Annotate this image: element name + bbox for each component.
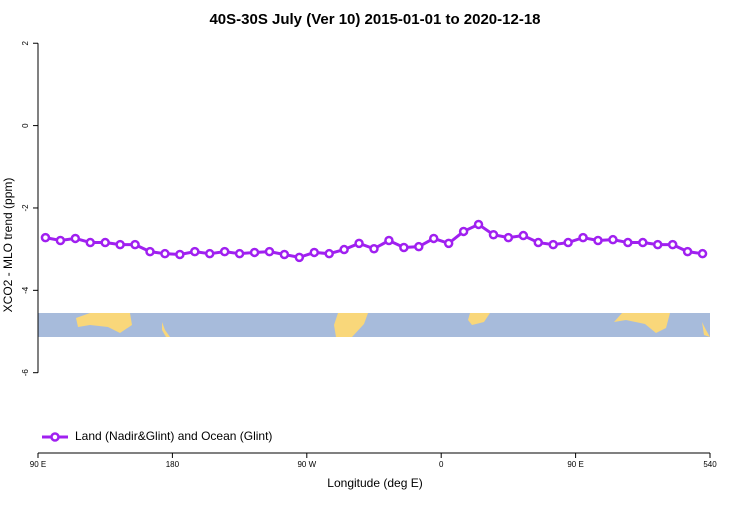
point [518,230,529,241]
legend-label: Land (Nadir&Glint) and Ocean (Glint) [75,429,272,443]
point [473,219,484,230]
point [190,246,200,257]
point [548,239,558,250]
point [324,248,334,259]
x-tick-label: 90 E [30,460,46,469]
x-tick-label: 90 W [297,460,316,469]
point [563,237,573,248]
point [354,238,364,249]
point [384,235,394,246]
y-tick-label: -4 [21,286,30,294]
map-strip [38,313,710,337]
point [443,238,454,249]
point [682,246,693,257]
y-tick-label: -6 [21,369,30,377]
point [160,248,170,259]
y-tick-label: 0 [21,123,30,128]
point [175,249,185,260]
point [638,237,648,248]
point [414,241,424,252]
y-tick-label: -2 [21,204,30,212]
point [100,237,110,248]
point [623,237,633,248]
point [428,233,439,244]
point [652,239,663,250]
point [279,249,290,260]
legend-marker [50,432,60,442]
x-tick-label: 540 [703,460,717,469]
point [369,243,379,254]
y-axis-label: XCO2 - MLO trend (ppm) [1,178,15,313]
point [264,246,275,257]
point [85,237,96,248]
x-tick-label: 180 [166,460,180,469]
point [697,248,708,259]
chart-title: 40S-30S July (Ver 10) 2015-01-01 to 2020… [209,11,540,28]
point [115,239,125,250]
x-tick-label: 0 [439,460,444,469]
point [294,252,305,263]
point [249,247,260,258]
point [70,233,81,244]
point [145,246,155,257]
point [309,247,320,258]
point [608,234,618,245]
x-axis-label: Longitude (deg E) [327,476,422,490]
point [204,248,215,259]
point [339,244,349,255]
point [55,235,66,246]
point [234,248,245,259]
point [578,232,588,243]
point [593,235,603,246]
x-tick-label: 90 E [567,460,583,469]
point [399,242,409,253]
point [130,239,140,250]
y-tick-label: 2 [21,40,30,45]
point [488,229,499,240]
point [533,237,544,248]
point [40,232,51,243]
point [458,226,469,237]
point [503,232,514,243]
point [667,239,678,250]
point [219,246,230,257]
